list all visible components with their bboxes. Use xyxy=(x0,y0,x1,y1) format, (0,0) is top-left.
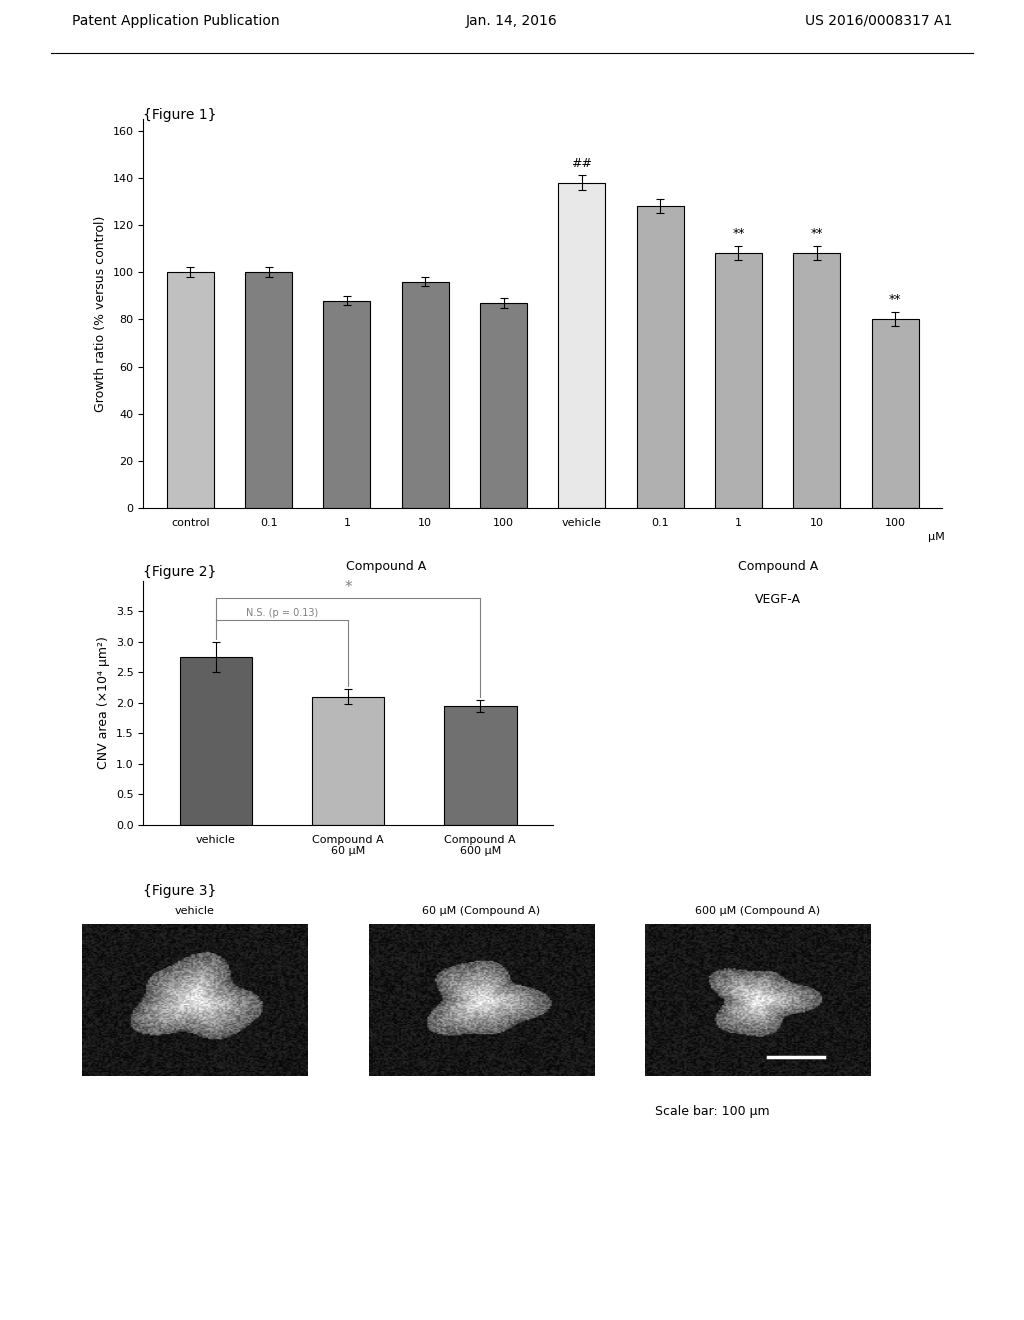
Text: Compound A: Compound A xyxy=(737,560,818,573)
Text: Patent Application Publication: Patent Application Publication xyxy=(72,13,280,28)
Bar xyxy=(312,697,384,825)
Text: ##: ## xyxy=(571,157,592,169)
Text: Jan. 14, 2016: Jan. 14, 2016 xyxy=(466,13,558,28)
Text: *: * xyxy=(344,581,352,595)
Text: 600 μM (Compound A): 600 μM (Compound A) xyxy=(695,906,820,916)
Bar xyxy=(401,281,449,508)
Bar xyxy=(715,253,762,508)
Y-axis label: Growth ratio (% versus control): Growth ratio (% versus control) xyxy=(94,215,106,412)
Bar xyxy=(871,319,919,508)
Text: Scale bar: 100 μm: Scale bar: 100 μm xyxy=(655,1105,770,1118)
Text: **: ** xyxy=(811,227,823,240)
Text: **: ** xyxy=(889,293,901,306)
Text: μM: μM xyxy=(928,532,945,541)
Text: 60 μM (Compound A): 60 μM (Compound A) xyxy=(422,906,541,916)
Text: {Figure 3}: {Figure 3} xyxy=(143,884,217,899)
Text: {Figure 1}: {Figure 1} xyxy=(143,108,217,123)
Text: Compound A: Compound A xyxy=(346,560,426,573)
Text: {Figure 2}: {Figure 2} xyxy=(143,565,217,579)
Text: vehicle: vehicle xyxy=(175,906,214,916)
Text: VEGF-A: VEGF-A xyxy=(755,593,801,606)
Bar xyxy=(444,706,517,825)
Bar xyxy=(324,301,371,508)
Bar xyxy=(245,272,292,508)
Y-axis label: CNV area (×10⁴ μm²): CNV area (×10⁴ μm²) xyxy=(97,636,111,770)
Text: **: ** xyxy=(732,227,744,240)
Bar xyxy=(179,657,252,825)
Text: N.S. (p = 0.13): N.S. (p = 0.13) xyxy=(246,609,318,618)
Bar xyxy=(480,302,527,508)
Text: US 2016/0008317 A1: US 2016/0008317 A1 xyxy=(805,13,952,28)
Bar xyxy=(794,253,841,508)
Bar xyxy=(637,206,684,508)
Bar xyxy=(167,272,214,508)
Bar xyxy=(558,182,605,508)
